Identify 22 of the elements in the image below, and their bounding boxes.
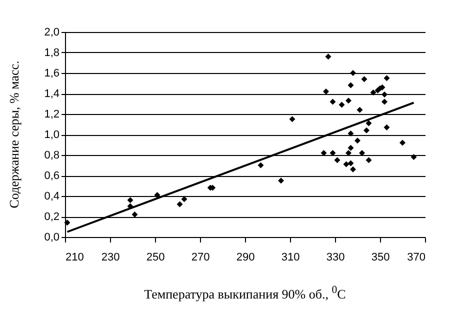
y-tick-label: 2,0	[44, 26, 60, 38]
y-tick-label: 0,2	[44, 211, 60, 223]
y-tick-label: 0,6	[44, 170, 60, 182]
y-tick-label: 1,8	[44, 47, 60, 59]
y-tick-label: 1,6	[44, 68, 60, 80]
x-tick-label: 250	[146, 252, 165, 264]
x-tick-label: 230	[101, 252, 120, 264]
x-tick-label: 290	[236, 252, 255, 264]
y-tick-label: 0,8	[44, 150, 60, 162]
x-tick-label: 210	[66, 252, 84, 264]
y-axis-title: Содержание серы, % масс.	[6, 60, 22, 208]
y-tick-label: 1,4	[44, 88, 60, 100]
x-tick-label: 310	[281, 252, 300, 264]
x-tick-label: 350	[371, 252, 390, 264]
x-tick-label: 270	[191, 252, 210, 264]
x-tick-label: 330	[326, 252, 345, 264]
y-tick-label: 1,2	[44, 108, 60, 120]
x-axis-title: Температура выкипания 90% об., $^{0}$C	[143, 284, 347, 302]
y-tick-label: 1,0	[44, 129, 60, 141]
y-tick-label: 0,0	[44, 232, 60, 244]
y-tick-label: 0,4	[44, 190, 60, 202]
x-tick-label: 370	[407, 252, 426, 264]
